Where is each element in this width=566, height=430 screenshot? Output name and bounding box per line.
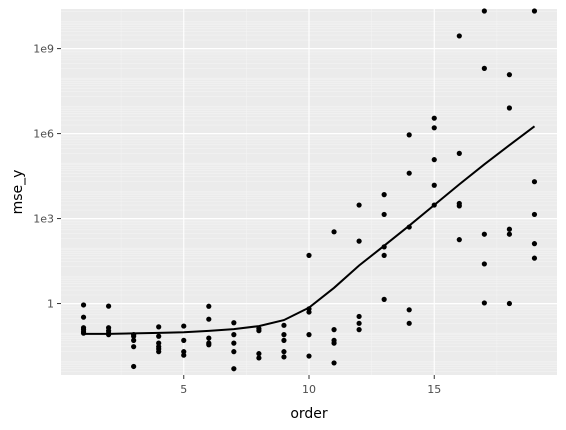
data-point: [281, 332, 287, 338]
data-point: [481, 261, 487, 267]
data-point: [481, 8, 487, 14]
data-point: [131, 333, 137, 339]
data-point: [281, 349, 287, 355]
data-point: [281, 354, 287, 360]
data-point: [206, 316, 212, 322]
data-point: [331, 327, 337, 333]
data-point: [256, 351, 262, 357]
data-point: [531, 255, 538, 261]
data-point: [481, 231, 487, 237]
data-point: [406, 320, 412, 326]
data-point: [531, 241, 538, 247]
y-axis-title: mse_y: [10, 170, 26, 215]
data-point: [381, 192, 387, 198]
data-point: [231, 320, 237, 326]
y-tick-label: 1e9: [33, 43, 54, 56]
data-point: [481, 300, 487, 306]
data-point: [356, 313, 362, 320]
data-point: [381, 252, 387, 259]
data-point: [105, 332, 112, 338]
x-axis-ticks: 5 10 15: [180, 375, 441, 396]
data-point: [306, 252, 312, 259]
data-point: [281, 337, 287, 343]
data-point: [356, 238, 362, 244]
data-point: [506, 105, 513, 111]
data-point: [80, 314, 87, 320]
data-point: [131, 363, 137, 370]
data-point: [531, 179, 538, 185]
data-point: [256, 355, 262, 361]
data-point: [431, 115, 437, 121]
data-point: [181, 337, 187, 343]
data-point: [80, 330, 87, 336]
data-point: [531, 211, 538, 218]
data-point: [456, 33, 462, 39]
data-point: [506, 72, 513, 78]
data-point: [181, 352, 187, 358]
data-point: [131, 337, 137, 343]
data-point: [381, 211, 387, 218]
data-point: [431, 157, 437, 163]
data-point: [281, 322, 287, 328]
y-tick-label: 1e3: [33, 213, 54, 226]
data-point: [156, 349, 162, 355]
data-point: [356, 320, 362, 326]
x-tick-label: 5: [180, 383, 187, 396]
data-point: [381, 244, 387, 250]
data-point: [306, 309, 312, 315]
data-point: [456, 203, 462, 209]
y-axis-ticks: 1 1e3 1e6 1e9: [33, 43, 61, 311]
data-point: [80, 302, 87, 308]
data-point: [506, 226, 513, 232]
data-point: [406, 170, 412, 176]
data-point: [206, 335, 212, 341]
data-point: [331, 229, 337, 235]
data-point: [506, 231, 513, 237]
data-point: [431, 125, 437, 131]
x-tick-label: 10: [302, 383, 316, 396]
y-tick-label: 1e6: [33, 128, 54, 141]
data-point: [306, 353, 312, 359]
data-point: [406, 307, 412, 313]
data-point: [306, 332, 312, 338]
data-point: [506, 300, 513, 307]
data-point: [331, 360, 337, 366]
data-point: [156, 324, 162, 330]
y-tick-label: 1: [47, 298, 54, 311]
data-point: [256, 328, 262, 334]
data-point: [456, 237, 462, 243]
data-point: [231, 340, 237, 346]
data-point: [406, 132, 412, 138]
data-point: [356, 202, 362, 208]
data-point: [231, 332, 237, 338]
data-point: [331, 340, 337, 346]
x-axis-title: order: [290, 406, 328, 422]
data-point: [206, 342, 212, 348]
x-tick-label: 15: [427, 383, 441, 396]
data-point: [231, 366, 237, 372]
data-point: [481, 65, 487, 71]
data-point: [456, 150, 462, 156]
data-point: [381, 296, 387, 302]
data-point: [431, 202, 437, 208]
data-point: [131, 344, 137, 350]
data-point: [231, 349, 237, 355]
data-point: [531, 8, 538, 14]
data-point: [156, 333, 162, 339]
data-point: [406, 224, 412, 230]
data-point: [356, 327, 362, 333]
scatter-points: [80, 8, 538, 372]
data-point: [431, 182, 437, 188]
data-point: [206, 303, 212, 309]
data-point: [181, 323, 187, 329]
data-point: [105, 303, 112, 309]
